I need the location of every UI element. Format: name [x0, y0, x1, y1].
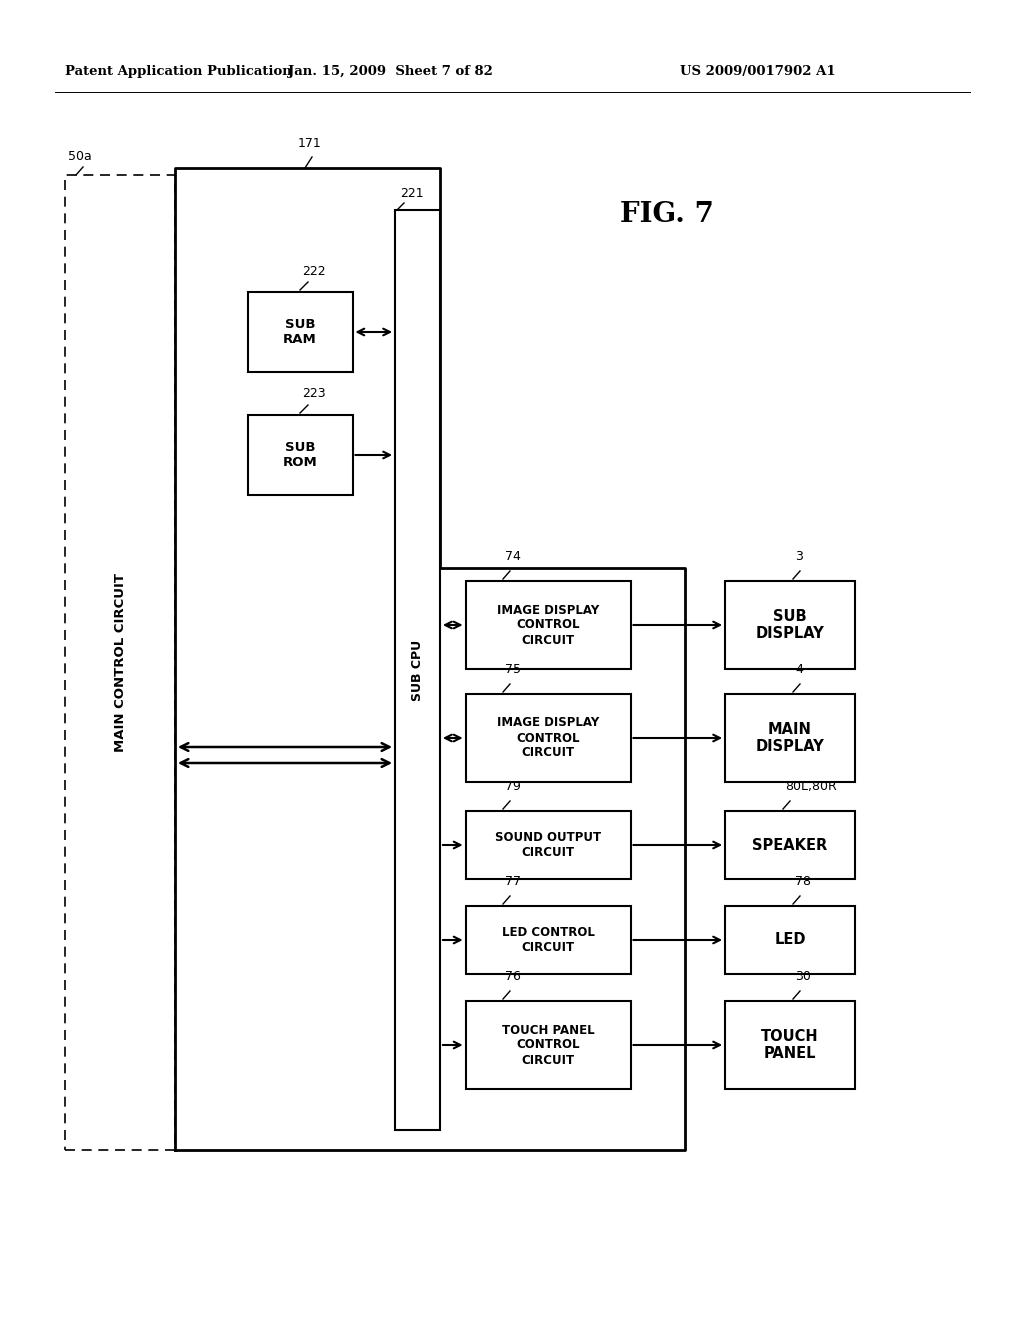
- Text: 30: 30: [795, 970, 811, 983]
- Text: LED: LED: [774, 932, 806, 948]
- Text: LED CONTROL
CIRCUIT: LED CONTROL CIRCUIT: [502, 927, 595, 954]
- Bar: [466, 1001, 631, 1089]
- Bar: [248, 292, 352, 372]
- Text: FIG. 7: FIG. 7: [620, 202, 714, 228]
- Text: MAIN
DISPLAY: MAIN DISPLAY: [756, 722, 824, 754]
- Bar: [725, 694, 855, 781]
- Bar: [65, 176, 175, 1150]
- Bar: [466, 581, 631, 669]
- Bar: [466, 810, 631, 879]
- Text: 79: 79: [505, 780, 521, 793]
- Text: 222: 222: [302, 265, 326, 279]
- Text: 171: 171: [298, 137, 322, 150]
- Text: 75: 75: [505, 663, 521, 676]
- Text: 80L,80R: 80L,80R: [785, 780, 837, 793]
- Text: IMAGE DISPLAY
CONTROL
CIRCUIT: IMAGE DISPLAY CONTROL CIRCUIT: [497, 717, 599, 759]
- Text: SUB
RAM: SUB RAM: [283, 318, 316, 346]
- Text: SUB
DISPLAY: SUB DISPLAY: [756, 609, 824, 642]
- Text: 221: 221: [400, 187, 424, 201]
- Text: IMAGE DISPLAY
CONTROL
CIRCUIT: IMAGE DISPLAY CONTROL CIRCUIT: [497, 603, 599, 647]
- Text: 77: 77: [505, 875, 521, 888]
- Text: MAIN CONTROL CIRCUIT: MAIN CONTROL CIRCUIT: [114, 573, 127, 752]
- Bar: [725, 1001, 855, 1089]
- Text: TOUCH
PANEL: TOUCH PANEL: [761, 1028, 819, 1061]
- Text: SUB
ROM: SUB ROM: [283, 441, 317, 469]
- Bar: [395, 210, 440, 1130]
- Bar: [725, 581, 855, 669]
- Bar: [725, 810, 855, 879]
- Text: Patent Application Publication: Patent Application Publication: [65, 66, 292, 78]
- Bar: [466, 906, 631, 974]
- Text: 74: 74: [505, 550, 521, 564]
- Text: US 2009/0017902 A1: US 2009/0017902 A1: [680, 66, 836, 78]
- Bar: [248, 414, 352, 495]
- Text: SOUND OUTPUT
CIRCUIT: SOUND OUTPUT CIRCUIT: [495, 832, 601, 859]
- Text: 76: 76: [505, 970, 521, 983]
- Bar: [725, 906, 855, 974]
- Text: SPEAKER: SPEAKER: [753, 837, 827, 853]
- Text: TOUCH PANEL
CONTROL
CIRCUIT: TOUCH PANEL CONTROL CIRCUIT: [502, 1023, 594, 1067]
- Text: 78: 78: [795, 875, 811, 888]
- Text: 3: 3: [795, 550, 803, 564]
- Text: 4: 4: [795, 663, 803, 676]
- Text: 223: 223: [302, 387, 326, 400]
- Text: Jan. 15, 2009  Sheet 7 of 82: Jan. 15, 2009 Sheet 7 of 82: [288, 66, 493, 78]
- Text: SUB CPU: SUB CPU: [411, 639, 424, 701]
- Text: 50a: 50a: [68, 150, 92, 162]
- Bar: [466, 694, 631, 781]
